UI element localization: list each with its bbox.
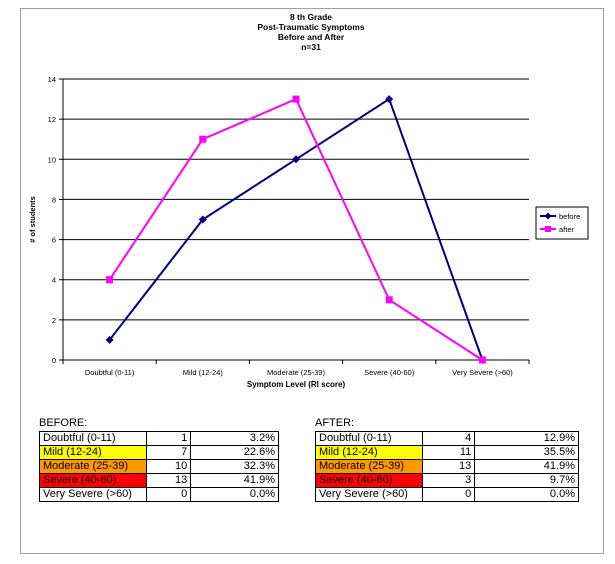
table-cell-label: Doubtful (0-11): [315, 431, 423, 446]
table-cell-label: Severe (40-60): [39, 473, 147, 488]
x-tick-label: Moderate (25-39): [267, 368, 325, 377]
table-cell-count: 7: [145, 445, 192, 460]
legend-marker-before: [544, 212, 552, 220]
table-cell-pct: 0.0%: [190, 487, 279, 502]
series-line-after: [108, 97, 483, 361]
x-axis-label: Symptom Level (RI score): [247, 380, 346, 389]
table-cell-label: Doubtful (0-11): [39, 431, 147, 446]
table-cell-label: Very Severe (>60): [39, 487, 147, 502]
table-row: Mild (12-24) 11 35.5%: [315, 445, 579, 460]
table-cell-pct: 12.9%: [474, 431, 579, 446]
series-line-before: [108, 97, 484, 361]
table-row: Moderate (25-39) 10 32.3%: [39, 459, 279, 474]
x-tick-label: Doubtful (0-11): [85, 368, 135, 377]
table-cell-pct: 9.7%: [474, 473, 579, 488]
chart-title-line: n=31: [301, 42, 321, 52]
y-tick-label: 12: [48, 115, 56, 124]
y-tick-label: 2: [52, 316, 56, 325]
table-cell-label: Moderate (25-39): [39, 459, 147, 474]
table-cell-count: 1: [145, 431, 192, 446]
table-cell-count: 13: [421, 459, 476, 474]
data-point-after: [106, 276, 114, 284]
table-cell-pct: 41.9%: [190, 473, 279, 488]
table-cell-pct: 35.5%: [474, 445, 579, 460]
y-tick-label: 10: [48, 155, 56, 164]
data-point-after: [385, 296, 393, 304]
legend-label-before: before: [559, 212, 580, 221]
chart-title-line: 8 th Grade: [290, 12, 332, 22]
table-cell-count: 0: [421, 487, 476, 502]
table-cell-count: 10: [145, 459, 192, 474]
chart-title-line: Before and After: [278, 32, 345, 42]
legend-marker-after: [545, 226, 551, 232]
table-cell-count: 3: [421, 473, 476, 488]
table-cell-count: 13: [145, 473, 192, 488]
table-cell-label: Mild (12-24): [315, 445, 423, 460]
table-row: Doubtful (0-11) 1 3.2%: [39, 431, 279, 446]
table-cell-label: Moderate (25-39): [315, 459, 423, 474]
before-table-title: BEFORE:: [39, 417, 88, 429]
before-table: Doubtful (0-11) 1 3.2% Mild (12-24) 7 22.6% Mo…: [39, 431, 279, 502]
table-row: Very Severe (>60) 0 0.0%: [315, 487, 579, 502]
x-tick-label: Severe (40-60): [364, 368, 415, 377]
y-tick-label: 4: [52, 276, 56, 285]
table-row: Doubtful (0-11) 4 12.9%: [315, 431, 579, 446]
y-tick-label: 6: [52, 236, 56, 245]
table-cell-pct: 3.2%: [190, 431, 279, 446]
table-cell-pct: 0.0%: [474, 487, 579, 502]
figure-frame: 8 th Grade Post-Traumatic Symptoms Before …: [20, 8, 604, 554]
data-point-before: [292, 155, 300, 164]
table-row: Severe (40-60) 3 9.7%: [315, 473, 579, 488]
y-tick-label: 8: [52, 195, 56, 204]
table-cell-label: Very Severe (>60): [315, 487, 423, 502]
chart-title-line: Post-Traumatic Symptoms: [257, 22, 364, 32]
after-table: Doubtful (0-11) 4 12.9% Mild (12-24) 11 35.5%…: [315, 431, 579, 502]
data-point-after: [478, 356, 486, 364]
x-tick-label: Very Severe (>60): [452, 368, 513, 377]
table-row: Mild (12-24) 7 22.6%: [39, 445, 279, 460]
table-cell-label: Severe (40-60): [315, 473, 423, 488]
data-point-before: [105, 335, 114, 344]
table-row: Severe (40-60) 13 41.9%: [39, 473, 279, 488]
data-point-after: [199, 135, 207, 143]
y-axis-label: # of students: [28, 196, 37, 243]
data-point-after: [292, 95, 300, 103]
legend-label-after: after: [559, 225, 575, 234]
table-cell-label: Mild (12-24): [39, 445, 147, 460]
table-row: Moderate (25-39) 13 41.9%: [315, 459, 579, 474]
y-tick-label: 14: [48, 75, 56, 84]
legend-box: [535, 206, 589, 240]
after-table-title: AFTER:: [315, 417, 355, 429]
data-point-before: [385, 95, 394, 104]
data-point-before: [198, 215, 207, 224]
table-cell-pct: 41.9%: [474, 459, 579, 474]
table-cell-count: 11: [421, 445, 476, 460]
table-cell-count: 0: [145, 487, 192, 502]
table-row: Very Severe (>60) 0 0.0%: [39, 487, 279, 502]
table-cell-pct: 22.6%: [190, 445, 279, 460]
y-tick-label: 0: [52, 356, 56, 365]
x-tick-label: Mild (12-24): [183, 368, 224, 377]
table-cell-pct: 32.3%: [190, 459, 279, 474]
table-cell-count: 4: [421, 431, 476, 446]
